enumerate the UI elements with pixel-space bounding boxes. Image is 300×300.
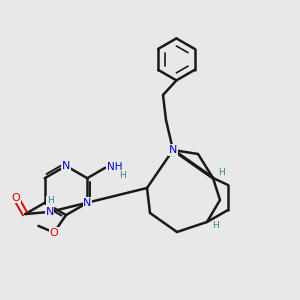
Text: N: N [62, 161, 70, 171]
Text: O: O [50, 227, 58, 238]
Text: H: H [119, 171, 126, 180]
Text: N: N [169, 145, 177, 155]
Text: N: N [46, 207, 54, 217]
Text: H: H [47, 196, 54, 205]
Text: NH: NH [106, 162, 122, 172]
Text: H: H [219, 168, 225, 177]
Text: O: O [11, 193, 20, 203]
Text: H: H [212, 221, 219, 230]
Text: N: N [83, 198, 92, 208]
